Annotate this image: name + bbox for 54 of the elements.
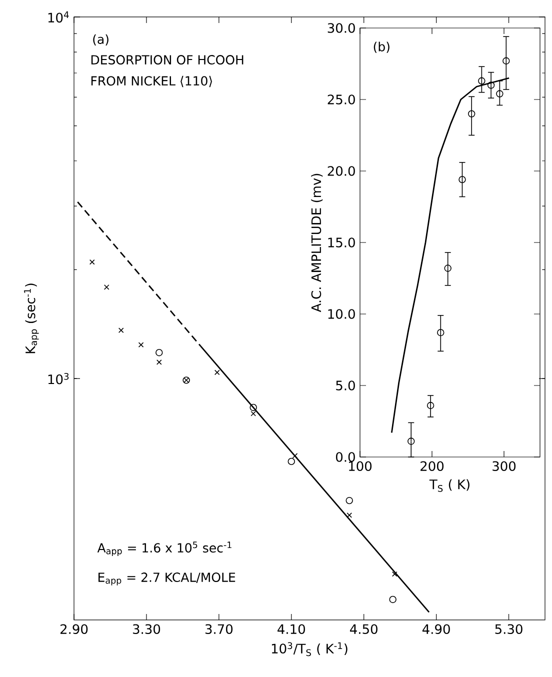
point [389, 596, 396, 604]
point [426, 402, 434, 410]
annotation: E$_{app}$ = 2.7 KCAL/MOLE [98, 572, 236, 586]
point [408, 438, 415, 445]
point [468, 110, 476, 118]
point [437, 328, 444, 336]
y-axis-title: A.C. AMPLITUDE (mv) [311, 174, 323, 312]
x-tick-label: 3.30 [132, 624, 160, 634]
annotation: (a) [93, 34, 108, 46]
y-tick-label: 10$^{4}$ [48, 11, 69, 23]
point [458, 176, 466, 184]
x-tick-label: 5.30 [495, 624, 522, 634]
x-tick-label: 300 [492, 461, 516, 472]
point [444, 264, 452, 272]
point [104, 284, 110, 290]
point [89, 259, 95, 265]
x-tick-label: 4.50 [350, 624, 378, 634]
x-tick-label: 2.90 [60, 624, 88, 634]
y-tick-label: 10$^{3}$ [48, 372, 69, 384]
y-tick-label: 0.0 [336, 452, 355, 462]
point [487, 82, 495, 89]
point [502, 57, 510, 64]
annotation: (b) [374, 42, 390, 53]
point [214, 370, 220, 376]
y-tick-label: 20.0 [328, 166, 355, 176]
point [288, 458, 295, 466]
point [496, 90, 504, 98]
point [292, 453, 298, 458]
point [156, 348, 163, 356]
y-axis-title: K$_{app}$ (sec$^{-1}$) [24, 284, 39, 354]
y-tick-label: 15.0 [328, 238, 355, 248]
point [156, 360, 162, 365]
annotation: DESORPTION OF HCOOH [91, 55, 244, 65]
point [346, 512, 352, 518]
point [346, 496, 353, 504]
x-tick-label: 4.90 [422, 624, 450, 634]
x-tick-label: 4.10 [278, 624, 305, 634]
point [392, 571, 398, 577]
x-tick-label: 100 [349, 461, 372, 472]
x-axis-title: T$_{S}$ ( K) [429, 479, 470, 492]
point [118, 328, 124, 333]
y-tick-label: 10.0 [328, 309, 355, 319]
point [250, 410, 256, 416]
y-tick-label: 30.0 [328, 23, 355, 33]
annotation: FROM NICKEL ⟨110⟩ [91, 76, 212, 88]
point [478, 77, 486, 85]
x-tick-label: 200 [420, 461, 444, 472]
y-tick-label: 25.0 [328, 94, 355, 104]
x-tick-label: 3.70 [205, 624, 233, 634]
point [250, 404, 257, 412]
annotation: A$_{app}$ = 1.6 x 10$^{5}$ sec$^{-1}$ [97, 542, 232, 556]
point [138, 342, 144, 348]
y-tick-label: 5.0 [336, 380, 355, 390]
x-axis-title: 10$^{3}$/T$_{S}$ ( K$^{-1}$) [272, 642, 348, 656]
